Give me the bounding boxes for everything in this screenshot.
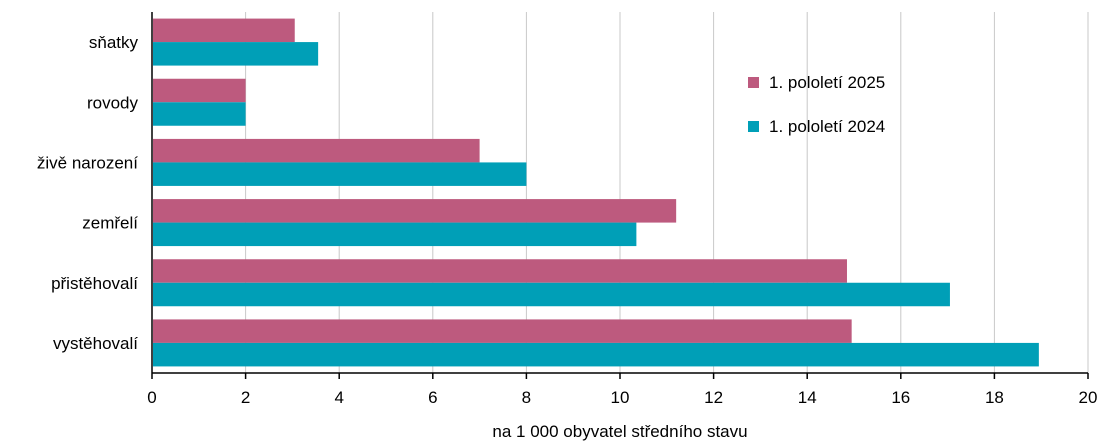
- bar: [153, 42, 319, 66]
- bar: [153, 102, 246, 126]
- x-tick-label: 20: [1079, 388, 1098, 407]
- bars-group: [153, 18, 1039, 367]
- legend-swatch: [748, 77, 759, 88]
- bar: [153, 222, 637, 247]
- bar: [153, 18, 295, 43]
- bar: [153, 162, 527, 186]
- x-tick-label: 10: [611, 388, 630, 407]
- bar: [153, 199, 677, 223]
- x-axis-title: na 1 000 obyvatel středního stavu: [492, 422, 747, 441]
- y-category-label: zemřelí: [82, 214, 138, 233]
- y-category-label: rovody: [87, 93, 139, 112]
- bar: [153, 282, 950, 307]
- x-axis-ticks: 0 2 4 6 8 10 12 14 16 18 20: [147, 373, 1097, 407]
- x-tick-label: 16: [891, 388, 910, 407]
- x-tick-label: 12: [704, 388, 723, 407]
- bar: [153, 259, 847, 283]
- y-axis-labels: sňatky rovody živě narození zemřelí přistěho…: [37, 33, 139, 353]
- legend: 1. pololetí 2025 1. pololetí 2024: [748, 73, 885, 136]
- bar: [153, 319, 852, 343]
- bar: [153, 342, 1039, 367]
- y-category-label: živě narození: [37, 153, 138, 172]
- y-category-label: vystěhovalí: [53, 334, 138, 353]
- legend-label: 1. pololetí 2025: [769, 73, 885, 92]
- x-tick-label: 8: [522, 388, 531, 407]
- x-tick-label: 4: [334, 388, 343, 407]
- x-tick-label: 14: [798, 388, 817, 407]
- bar: [153, 78, 246, 103]
- x-tick-label: 18: [985, 388, 1004, 407]
- x-tick-label: 6: [428, 388, 437, 407]
- legend-label: 1. pololetí 2024: [769, 117, 885, 136]
- grid-lines: [245, 12, 1089, 373]
- y-category-label: přistěhovalí: [51, 274, 138, 293]
- x-tick-label: 2: [241, 388, 250, 407]
- bar: [153, 138, 480, 163]
- legend-swatch: [748, 121, 759, 132]
- x-tick-label: 0: [147, 388, 156, 407]
- y-category-label: sňatky: [89, 33, 139, 52]
